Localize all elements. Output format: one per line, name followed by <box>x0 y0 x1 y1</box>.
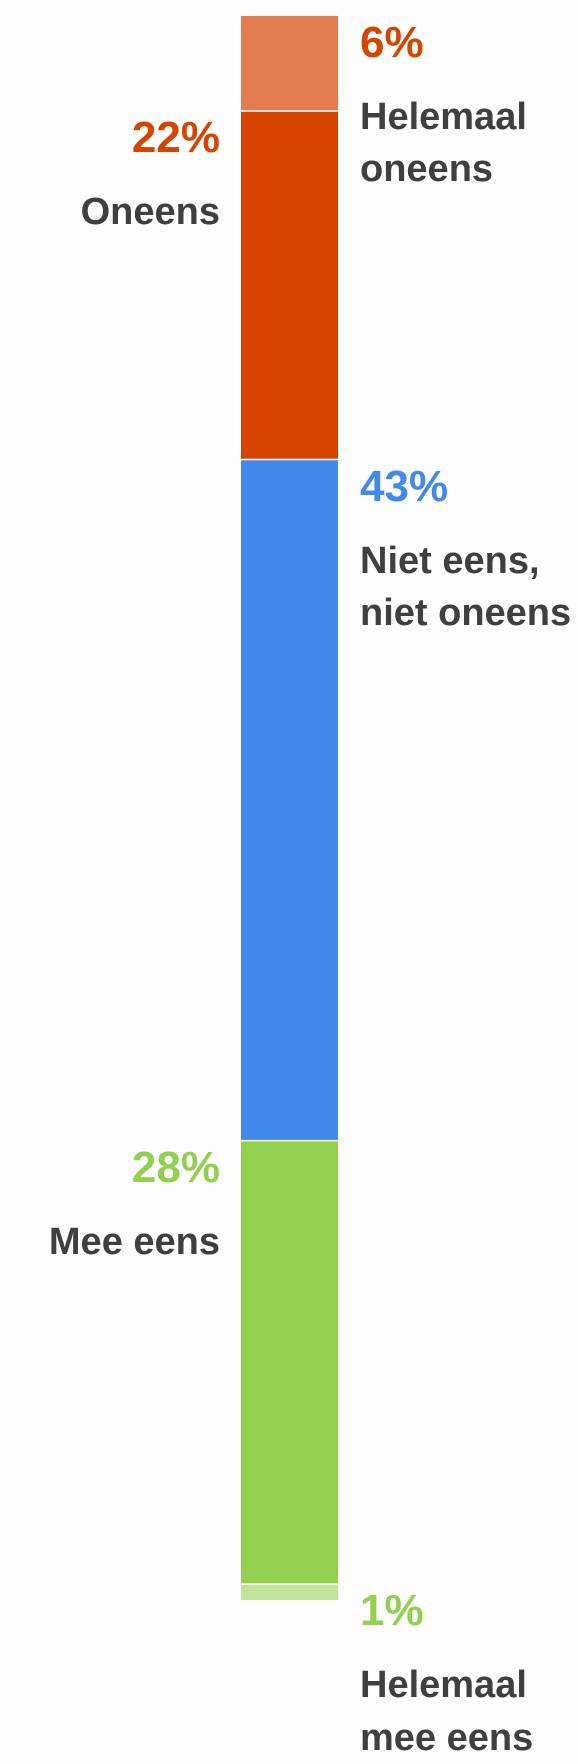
segment-category-label: Mee eens <box>48 1220 220 1263</box>
segment-label-3: 28% Mee eens <box>48 1142 220 1268</box>
segment-category-label: Helemaal mee eens <box>360 1664 534 1759</box>
bar-segment-3 <box>241 1140 338 1585</box>
segment-category-label: Oneens <box>80 191 220 234</box>
bar-segment-2 <box>241 459 338 1141</box>
segment-label-2: 43% Niet eens, niet oneens <box>360 461 575 640</box>
segment-category-label: Helemaal oneens <box>360 96 527 191</box>
segment-value-label: 1% <box>360 1586 424 1636</box>
segment-category-label: Niet eens, niet oneens <box>360 539 572 634</box>
stacked-bar-chart: 6% Helemaal oneens 22% Oneens 43% Niet eens, … <box>48 16 575 1759</box>
segment-label-4: 1% Helemaal mee eens <box>360 1589 575 1764</box>
stacked-bar <box>241 16 338 1600</box>
bar-segment-1 <box>241 111 338 460</box>
segment-value-label: 22% <box>131 113 220 163</box>
segment-value-label: 6% <box>360 18 424 67</box>
bar-segment-0 <box>241 16 338 112</box>
segment-label-0: 6% Helemaal oneens <box>360 21 575 196</box>
segment-value-label: 28% <box>131 1142 220 1192</box>
segment-label-1: 22% Oneens <box>81 116 220 238</box>
bar-segment-4 <box>241 1584 338 1600</box>
segment-value-label: 43% <box>360 461 449 511</box>
